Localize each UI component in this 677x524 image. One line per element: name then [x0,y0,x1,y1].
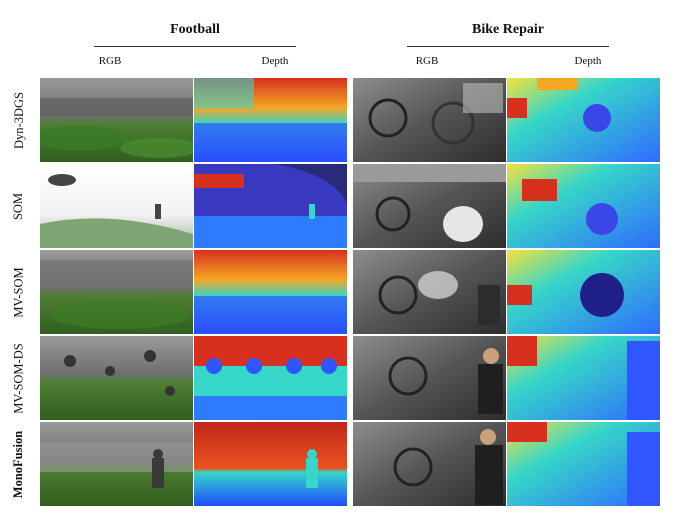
row-label-monofusion: MonoFusion [11,430,26,498]
cell-mv-som-ds-bike-depth [507,336,660,420]
cell-dyn-3dgs-football-depth [194,78,347,162]
cell-som-football-depth [194,164,347,248]
cell-mv-som-ds-football-depth [194,336,347,420]
group-title-football: Football [170,22,220,37]
cell-monofusion-bike-rgb [353,422,506,506]
cell-monofusion-football-depth [194,422,347,506]
col-label-bike-rgb: RGB [415,55,439,67]
col-label-football-rgb: RGB [98,55,122,67]
cell-mv-som-ds-football-rgb [40,336,193,420]
cell-dyn-3dgs-bike-depth [507,78,660,162]
row-label-mv-som: MV-SOM [11,266,26,318]
row-label-som: SOM [11,192,26,220]
cell-mv-som-ds-bike-rgb [353,336,506,420]
group-rule-football [94,46,296,47]
group-title-bike-repair: Bike Repair [472,22,544,37]
cell-dyn-3dgs-bike-rgb [353,78,506,162]
cell-mv-som-football-rgb [40,250,193,334]
row-label-dyn-3dgs: Dyn-3DGS [11,91,26,149]
cell-mv-som-football-depth [194,250,347,334]
cell-monofusion-football-rgb [40,422,193,506]
cell-monofusion-bike-depth [507,422,660,506]
col-label-bike-depth: Depth [574,55,602,67]
cell-mv-som-bike-depth [507,250,660,334]
cell-mv-som-bike-rgb [353,250,506,334]
cell-dyn-3dgs-football-rgb [40,78,193,162]
cell-som-football-rgb [40,164,193,248]
col-label-football-depth: Depth [261,55,289,67]
row-label-mv-som-ds: MV-SOM-DS [11,342,26,414]
cell-som-bike-depth [507,164,660,248]
cell-som-bike-rgb [353,164,506,248]
group-rule-bike-repair [407,46,609,47]
